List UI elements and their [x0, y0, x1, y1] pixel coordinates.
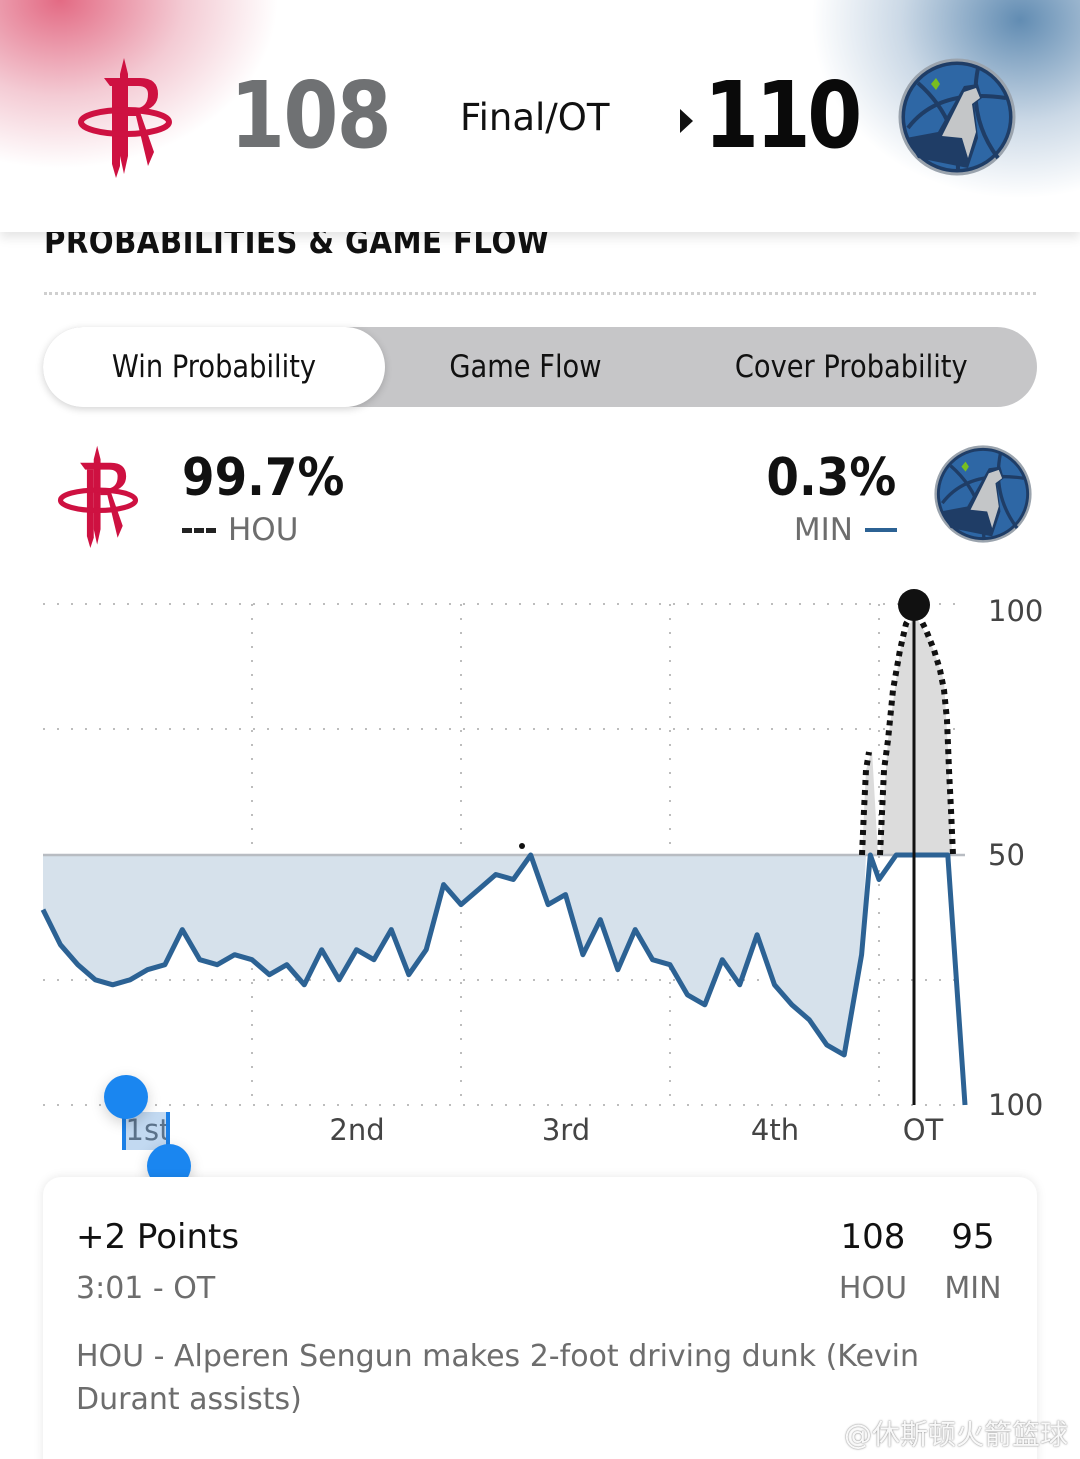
chart-type-tabs: Win Probability Game Flow Cover Probabil… — [43, 327, 1037, 407]
min-win-probability: 0.3% — [766, 448, 896, 508]
timberwolves-logo-icon[interactable] — [898, 58, 1016, 176]
play-time: 3:01 - OT — [76, 1271, 216, 1306]
play-hou-score: 108 — [840, 1217, 906, 1257]
hou-win-probability: 99.7% — [182, 448, 345, 508]
min-probability-line — [40, 852, 968, 1106]
min-legend-label: MIN — [793, 512, 853, 548]
selection-start-handle[interactable] — [104, 1075, 148, 1119]
x-label-1st: 1st — [125, 1113, 171, 1147]
hou-area-fill — [862, 614, 952, 855]
win-probability-chart[interactable]: 100 50 100 1st 2nd 3rd 4th OT — [0, 570, 1080, 1170]
hou-legend: HOU — [182, 512, 298, 548]
timberwolves-logo-icon — [934, 445, 1032, 543]
hou-legend-label: HOU — [228, 512, 299, 548]
play-title: +2 Points — [76, 1217, 240, 1257]
min-area-fill — [43, 855, 866, 1055]
caret-right-icon — [680, 109, 693, 133]
y-label-top: 100 — [988, 594, 1044, 628]
selected-play-card[interactable]: +2 Points 3:01 - OT 108 95 HOU MIN HOU -… — [43, 1177, 1037, 1459]
watermark: @休斯顿火箭篮球 — [843, 1418, 1068, 1451]
dashed-line-icon — [182, 527, 216, 533]
play-hou-label: HOU — [838, 1271, 908, 1306]
x-label-3rd: 3rd — [541, 1113, 591, 1147]
section-divider — [44, 292, 1036, 295]
tab-win-probability[interactable]: Win Probability — [43, 327, 385, 407]
hou-probability-line — [877, 612, 956, 856]
min-legend: MIN — [794, 512, 897, 548]
home-score: 108 — [230, 62, 392, 169]
selection-end-bar — [166, 1112, 170, 1150]
play-min-label: MIN — [944, 1271, 1002, 1306]
play-description: HOU - Alperen Sengun makes 2-foot drivin… — [76, 1339, 920, 1417]
rockets-logo-icon — [57, 445, 139, 548]
tab-cover-probability[interactable]: Cover Probability — [734, 349, 968, 385]
text-selection-highlight — [124, 1112, 170, 1150]
selection-start-bar — [122, 1112, 126, 1150]
x-label-4th: 4th — [750, 1113, 800, 1147]
rockets-logo-icon[interactable] — [78, 56, 172, 178]
game-status: Final/OT — [460, 96, 610, 139]
play-min-score: 95 — [951, 1217, 995, 1257]
y-label-bottom: 100 — [988, 1088, 1044, 1122]
y-label-mid: 50 — [988, 838, 1025, 872]
away-score: 110 — [704, 62, 862, 169]
scrubber-handle[interactable] — [898, 589, 930, 621]
hou-probability-line — [859, 751, 872, 856]
chart-plot[interactable] — [0, 570, 1080, 1170]
x-label-2nd: 2nd — [329, 1113, 385, 1147]
solid-line-icon — [865, 528, 897, 532]
tab-game-flow[interactable]: Game Flow — [448, 349, 602, 385]
x-label-ot: OT — [902, 1113, 944, 1147]
scoreboard-header: 108 Final/OT 110 — [0, 0, 1080, 232]
